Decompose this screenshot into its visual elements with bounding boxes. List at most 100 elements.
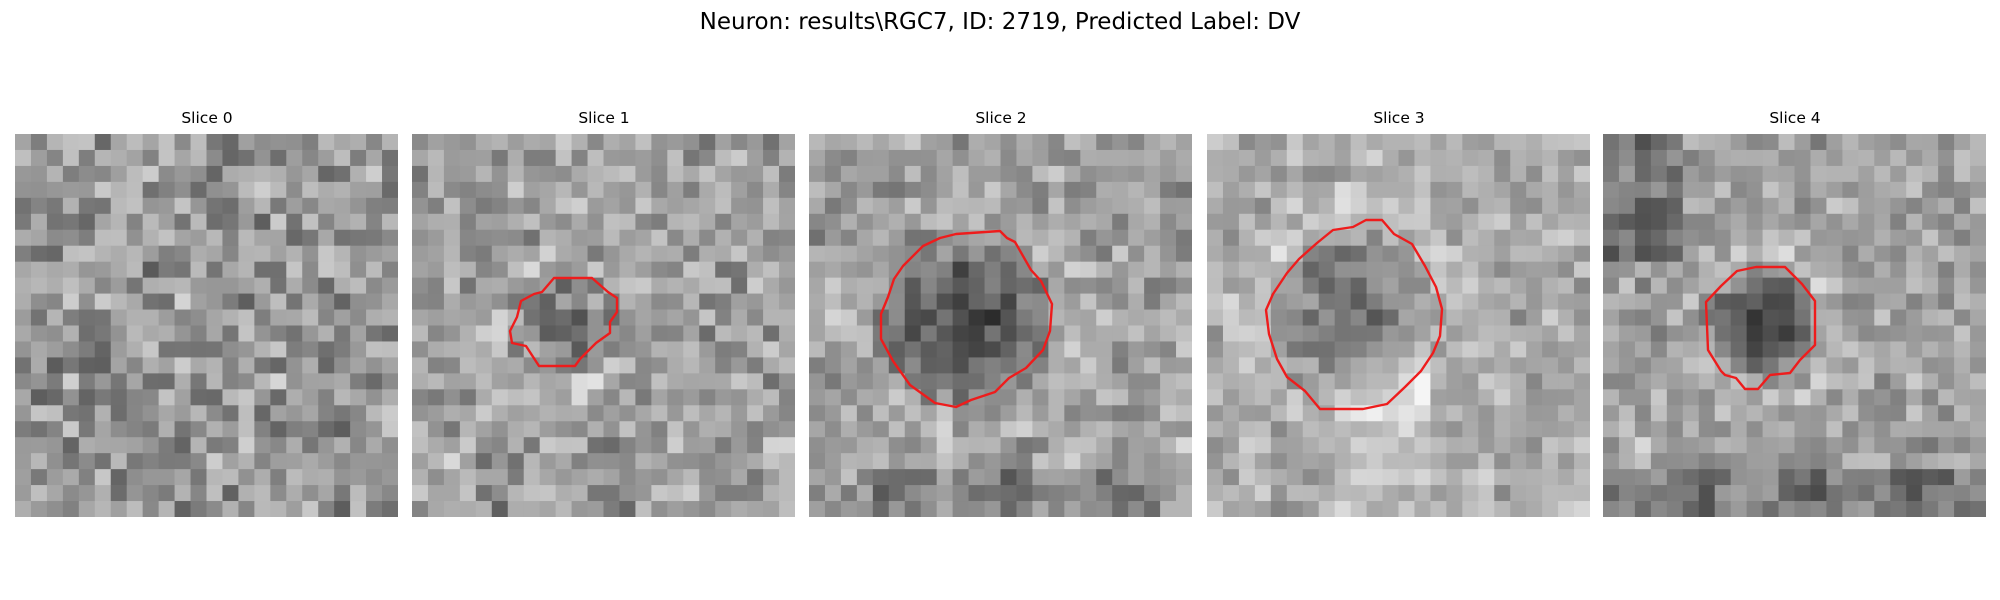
pixel-tile [254, 325, 271, 342]
pixel-tile [840, 213, 858, 231]
pixel-tile [1778, 245, 1795, 263]
pixel-tile [523, 421, 541, 438]
pixel-tile [1906, 229, 1923, 247]
pixel-tile [587, 389, 604, 406]
pixel-tile [238, 134, 255, 151]
pixel-tile [126, 453, 144, 470]
pixel-tile [731, 149, 748, 167]
pixel-tile [30, 181, 48, 199]
pixel-tile [1698, 469, 1716, 486]
pixel-tile [1826, 229, 1843, 247]
pixel-tile [1048, 373, 1065, 390]
pixel-tile [920, 325, 938, 342]
pixel-tile [286, 501, 303, 517]
pixel-tile [1430, 325, 1447, 342]
pixel-tile [1302, 341, 1320, 358]
pixel-tile [779, 405, 795, 422]
pixel-tile [1096, 405, 1113, 422]
pixel-tile [46, 437, 64, 454]
pixel-tile [1526, 134, 1543, 151]
pixel-tile [1016, 213, 1033, 231]
pixel-tile [763, 213, 780, 231]
pixel-tile [587, 245, 604, 263]
pixel-tile [1207, 373, 1224, 390]
pixel-tile [142, 213, 160, 231]
pixel-tile [1270, 325, 1288, 342]
pixel-tile [1302, 245, 1320, 263]
pixel-tile [1207, 437, 1224, 454]
pixel-tile [1574, 277, 1590, 295]
pixel-tile [491, 165, 509, 183]
pixel-tile [110, 453, 128, 470]
pixel-tile [238, 389, 255, 406]
pixel-tile [1746, 405, 1764, 422]
pixel-tile [1906, 421, 1923, 438]
pixel-tile [475, 453, 493, 470]
pixel-tile [1714, 165, 1732, 183]
pixel-tile [1526, 181, 1543, 199]
pixel-tile [1650, 245, 1668, 263]
pixel-tile [1112, 421, 1129, 438]
pixel-tile [1446, 421, 1463, 438]
pixel-tile [46, 389, 64, 406]
pixel-tile [1144, 405, 1161, 422]
pixel-tile [667, 134, 684, 151]
pixel-tile [699, 261, 716, 279]
pixel-tile [158, 469, 176, 486]
pixel-tile [1970, 165, 1986, 183]
pixel-tile [603, 261, 620, 279]
pixel-tile [779, 261, 795, 279]
pixel-tile [1574, 373, 1590, 390]
pixel-tile [507, 405, 525, 422]
pixel-tile [254, 181, 271, 199]
pixel-tile [1128, 389, 1145, 406]
pixel-tile [1350, 134, 1368, 151]
pixel-tile [238, 421, 255, 438]
pixel-tile [1334, 421, 1352, 438]
pixel-tile [856, 485, 874, 502]
pixel-tile [1032, 149, 1049, 167]
pixel-tile [1446, 357, 1463, 374]
pixel-tile [1954, 469, 1971, 486]
pixel-tile [1574, 293, 1590, 311]
pixel-tile [968, 309, 986, 326]
pixel-tile [1746, 469, 1764, 486]
pixel-tile [984, 149, 1001, 167]
pixel-tile [1954, 325, 1971, 342]
pixel-tile [1176, 421, 1192, 438]
pixel-tile [1222, 485, 1240, 502]
pixel-tile [1462, 134, 1479, 151]
figure-title: Neuron: results\RGC7, ID: 2719, Predicte… [699, 9, 1301, 35]
pixel-tile [1634, 405, 1652, 422]
pixel-tile [523, 181, 541, 199]
pixel-tile [1858, 421, 1875, 438]
pixel-tile [286, 293, 303, 311]
pixel-tile [571, 485, 589, 502]
pixel-tile [1430, 181, 1447, 199]
pixel-tile [1634, 277, 1652, 295]
pixel-tile [443, 309, 461, 326]
pixel-tile [1574, 149, 1590, 167]
pixel-tile [222, 501, 239, 517]
pixel-tile [619, 197, 636, 215]
pixel-tile [1207, 165, 1224, 183]
pixel-tile [1366, 277, 1384, 295]
pixel-tile [412, 181, 429, 199]
pixel-tile [1350, 453, 1368, 470]
pixel-tile [459, 245, 477, 263]
pixel-tile [15, 389, 32, 406]
pixel-tile [302, 389, 319, 406]
pixel-tile [1112, 373, 1129, 390]
pixel-tile [334, 325, 351, 342]
pixel-tile [1954, 277, 1971, 295]
pixel-tile [1970, 453, 1986, 470]
pixel-tile [1778, 309, 1795, 326]
pixel-tile [968, 485, 986, 502]
pixel-tile [1858, 134, 1875, 151]
pixel-tile [1128, 261, 1145, 279]
pixel-tile [1000, 181, 1017, 199]
pixel-tile [1112, 149, 1129, 167]
pixel-tile [1270, 485, 1288, 502]
pixel-tile [1826, 341, 1843, 358]
pixel-tile [872, 373, 890, 390]
